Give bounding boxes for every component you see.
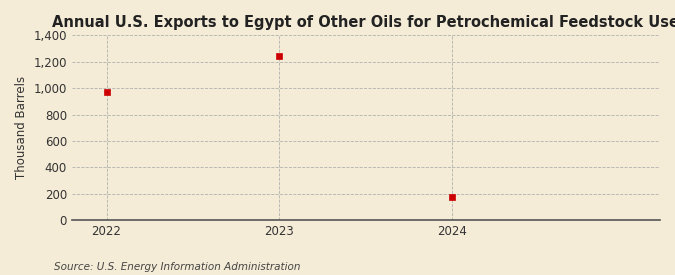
Y-axis label: Thousand Barrels: Thousand Barrels xyxy=(15,76,28,179)
Title: Annual U.S. Exports to Egypt of Other Oils for Petrochemical Feedstock Use: Annual U.S. Exports to Egypt of Other Oi… xyxy=(53,15,675,30)
Text: Source: U.S. Energy Information Administration: Source: U.S. Energy Information Administ… xyxy=(54,262,300,272)
